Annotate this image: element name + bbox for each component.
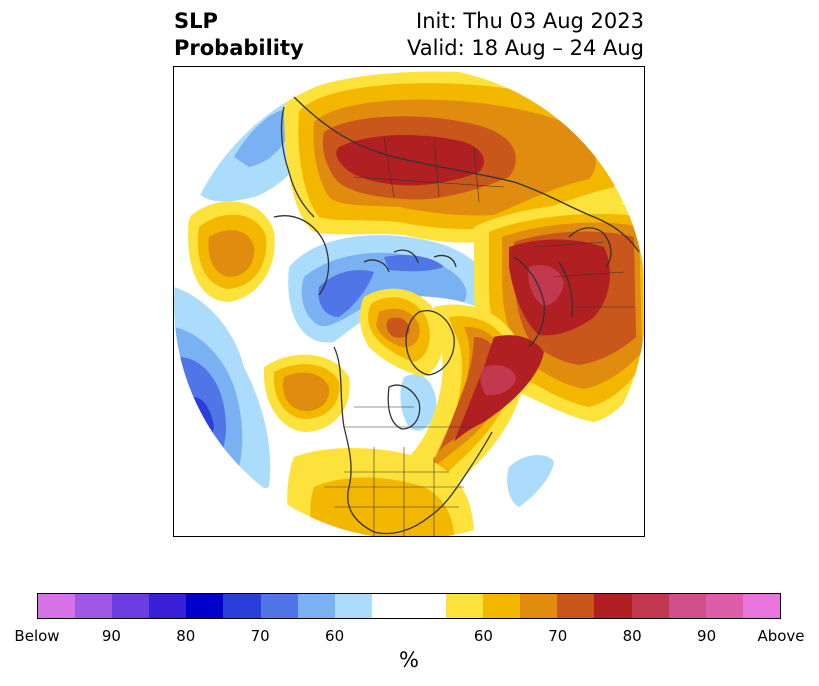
map-svg	[174, 67, 644, 536]
border-lines-us	[324, 447, 464, 536]
below-region-hudson	[400, 374, 437, 431]
coastline-scandinavia	[568, 227, 612, 268]
border-lines-canada	[344, 406, 474, 428]
coastline-alaska	[273, 215, 330, 296]
below-region-arctic-strong-2	[384, 255, 444, 272]
above-region-pacific-strong	[283, 372, 330, 412]
above-region-pacific-nw-strong	[208, 230, 255, 277]
colorbar-cell	[520, 594, 558, 618]
colorbar-cell	[557, 594, 595, 618]
coastline-hudson	[387, 384, 421, 430]
title-variable: SLP	[174, 9, 218, 33]
colorbar-tick-label: 90	[101, 627, 121, 645]
colorbar-tick-label: Above	[757, 627, 805, 645]
colorbar-tick-label: 60	[473, 627, 493, 645]
map-title-right: Init: Thu 03 Aug 2023 Valid: 18 Aug – 24…	[407, 8, 644, 62]
colorbar-cell	[594, 594, 632, 618]
coastline-eurasia	[293, 96, 640, 253]
above-region-europe-85	[528, 265, 564, 306]
colorbar-cell	[149, 594, 187, 618]
above-region-arctic-canada-stronger	[386, 317, 410, 338]
colorbar	[37, 593, 781, 619]
coastline-arctic-islands	[363, 249, 457, 273]
probability-field	[174, 67, 644, 536]
colorbar-cell	[38, 594, 76, 618]
above-region-us-mid	[310, 477, 454, 536]
above-region-atlantic-85	[480, 365, 516, 396]
valid-range: Valid: 18 Aug – 24 Aug	[406, 36, 644, 60]
coastline-europe	[513, 256, 574, 348]
colorbar-tick-label: 70	[250, 627, 270, 645]
below-region-arctic-strong	[318, 270, 374, 317]
colorbar-cell	[223, 594, 261, 618]
below-region-nw-core	[234, 109, 294, 167]
colorbar-cell	[75, 594, 113, 618]
colorbar-cell	[334, 594, 372, 618]
colorbar-tick-label: 80	[622, 627, 642, 645]
colorbar-cell	[112, 594, 150, 618]
colorbar-cell	[742, 594, 780, 618]
colorbar-tick-label: 90	[697, 627, 717, 645]
colorbar-cell	[408, 594, 447, 618]
coastline-greenland	[405, 310, 455, 376]
colorbar-tick-label: 70	[548, 627, 568, 645]
colorbar-unit-label: %	[399, 648, 419, 672]
colorbar-tick-label: 80	[176, 627, 196, 645]
colorbar-cell	[297, 594, 335, 618]
colorbar-cell	[483, 594, 521, 618]
colorbar-cell	[631, 594, 669, 618]
colorbar-cell	[371, 594, 409, 618]
below-region-atlantic	[507, 455, 554, 507]
init-date: Init: Thu 03 Aug 2023	[416, 9, 644, 33]
probability-map	[173, 66, 645, 537]
coastline-asia-east	[280, 106, 315, 218]
colorbar-cell	[186, 594, 224, 618]
colorbar-cell	[668, 594, 706, 618]
colorbar-tick-label: Below	[14, 627, 60, 645]
map-title-left: SLP Probability	[174, 8, 304, 62]
colorbar-cell	[260, 594, 298, 618]
colorbar-cell	[446, 594, 484, 618]
title-type: Probability	[174, 36, 304, 60]
borders	[324, 136, 634, 536]
colorbar-cell	[705, 594, 743, 618]
colorbar-tick-label: 60	[325, 627, 345, 645]
border-lines-eurasia	[353, 136, 634, 308]
